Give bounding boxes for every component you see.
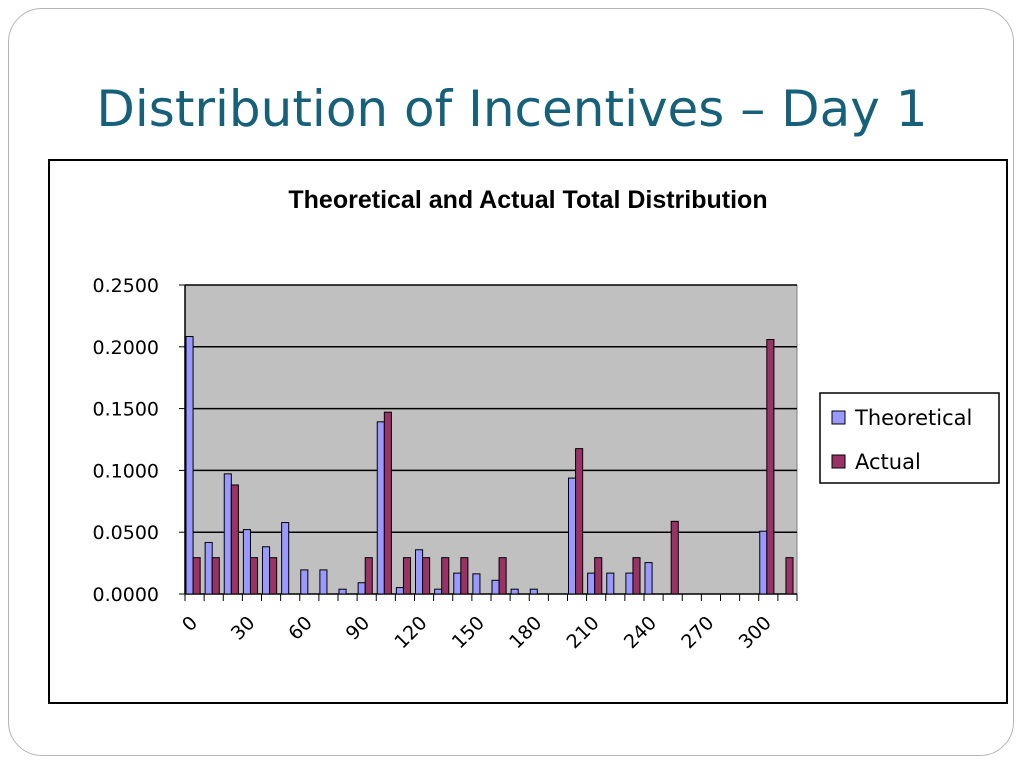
- bar-theoretical: [338, 588, 347, 595]
- y-tick-label: 0.2000: [93, 337, 159, 359]
- bar-theoretical: [529, 588, 538, 595]
- bar-theoretical: [415, 549, 424, 595]
- legend-label-actual: Actual: [855, 450, 921, 474]
- bar-actual: [364, 557, 373, 595]
- bar-theoretical: [472, 573, 481, 595]
- x-tick-label: 270: [677, 612, 718, 653]
- bar-theoretical: [262, 546, 271, 595]
- bar-theoretical: [434, 588, 443, 595]
- x-tick-label: 30: [227, 612, 260, 645]
- chart-container: Theoretical and Actual Total Distributio…: [48, 159, 1008, 704]
- y-tick-label: 0.2500: [93, 275, 159, 297]
- bar-theoretical: [644, 562, 653, 595]
- chart-title: Theoretical and Actual Total Distributio…: [288, 186, 767, 214]
- x-tick-label: 0: [178, 612, 202, 636]
- y-tick-label: 0.0000: [93, 584, 159, 606]
- bar-actual: [383, 411, 392, 595]
- slide-title: Distribution of Incentives – Day 1: [96, 80, 928, 138]
- x-tick-label: 300: [735, 612, 776, 653]
- bar-theoretical: [204, 541, 213, 595]
- bar-theoretical: [300, 569, 309, 595]
- x-tick-label: 240: [620, 612, 661, 653]
- bar-actual: [594, 557, 603, 595]
- x-tick-label: 60: [284, 612, 317, 645]
- x-tick-label: 180: [505, 612, 546, 653]
- y-tick-label: 0.0500: [93, 522, 159, 544]
- bar-theoretical: [185, 336, 194, 595]
- x-tick-label: 120: [390, 612, 431, 653]
- plot-area: [184, 284, 798, 595]
- bar-actual: [498, 557, 507, 595]
- legend-swatch-theoretical: [831, 410, 846, 425]
- y-tick-label: 0.1000: [93, 460, 159, 482]
- x-tick-label: 90: [342, 612, 375, 645]
- bar-actual: [269, 557, 278, 595]
- bar-actual: [402, 557, 412, 595]
- bar-theoretical: [759, 530, 768, 595]
- bar-actual: [230, 484, 239, 595]
- bar-actual: [249, 557, 259, 595]
- bar-theoretical: [319, 569, 328, 595]
- bar-actual: [766, 339, 775, 595]
- bar-theoretical: [510, 588, 519, 595]
- bar-theoretical: [242, 529, 251, 595]
- bar-theoretical: [568, 477, 577, 595]
- bar-theoretical: [491, 579, 500, 595]
- bar-actual: [211, 557, 220, 595]
- bar-actual: [575, 448, 584, 595]
- bar-theoretical: [281, 522, 290, 595]
- bar-theoretical: [453, 572, 462, 595]
- bar-theoretical: [357, 582, 366, 595]
- bar-theoretical: [606, 572, 615, 595]
- x-tick-label: 210: [563, 612, 604, 653]
- chart-svg: Theoretical and Actual Total Distributio…: [93, 186, 1000, 653]
- bar-theoretical: [395, 587, 404, 595]
- bar-theoretical: [625, 572, 634, 595]
- legend-label-theoretical: Theoretical: [854, 406, 972, 430]
- bar-theoretical: [376, 421, 385, 595]
- bar-actual: [460, 557, 469, 595]
- legend-swatch-actual: [831, 454, 846, 469]
- bar-actual: [192, 557, 201, 595]
- x-tick-label: 150: [448, 612, 489, 653]
- bar-actual: [785, 557, 794, 595]
- bar-theoretical: [223, 473, 232, 595]
- bar-actual: [441, 557, 450, 595]
- y-tick-label: 0.1500: [93, 399, 159, 421]
- legend-box: [819, 392, 1000, 484]
- bar-actual: [632, 557, 641, 595]
- bar-actual: [670, 520, 679, 595]
- bar-actual: [422, 557, 431, 595]
- bar-theoretical: [587, 572, 596, 595]
